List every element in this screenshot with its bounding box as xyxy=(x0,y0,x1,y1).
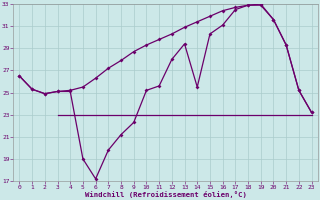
X-axis label: Windchill (Refroidissement éolien,°C): Windchill (Refroidissement éolien,°C) xyxy=(84,191,246,198)
